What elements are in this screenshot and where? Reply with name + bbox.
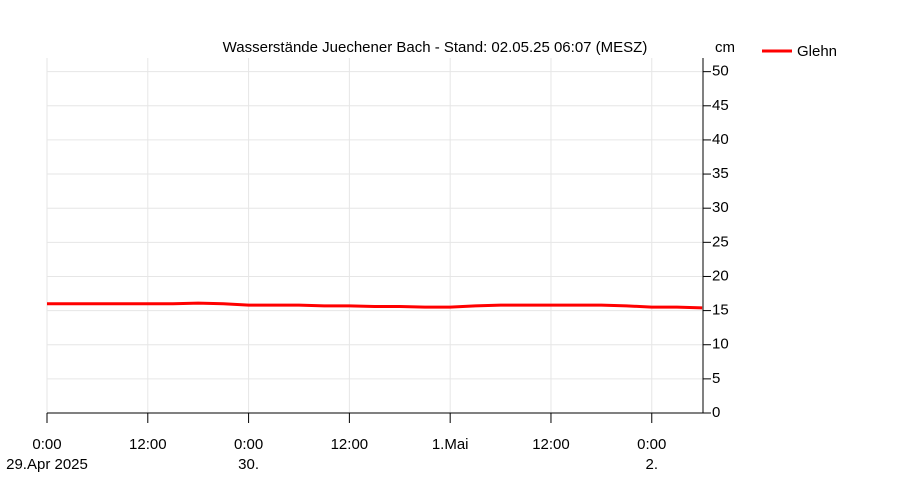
y-tick-label: 35 bbox=[712, 165, 729, 182]
chart-title: Wasserstände Juechener Bach - Stand: 02.… bbox=[223, 39, 648, 56]
x-tick-label: 12:00 bbox=[129, 436, 167, 453]
y-tick-label: 50 bbox=[712, 63, 729, 80]
y-tick-label: 15 bbox=[712, 302, 729, 319]
x-tick-label: 0:00 bbox=[637, 436, 666, 453]
x-tick-label: 12:00 bbox=[532, 436, 570, 453]
x-tick-label: 0:00 bbox=[32, 436, 61, 453]
y-tick-label: 10 bbox=[712, 336, 729, 353]
x-tick-sublabel: 29.Apr 2025 bbox=[6, 456, 88, 473]
y-tick-label: 5 bbox=[712, 370, 720, 387]
y-tick-label: 20 bbox=[712, 267, 729, 284]
y-tick-label: 30 bbox=[712, 199, 729, 216]
y-unit: cm bbox=[715, 39, 735, 56]
x-tick-sublabel: 2. bbox=[646, 456, 659, 473]
y-tick-label: 25 bbox=[712, 233, 729, 250]
data-line bbox=[47, 301, 703, 310]
x-tick-label: 1.Mai bbox=[432, 436, 469, 453]
y-tick-label: 45 bbox=[712, 97, 729, 114]
legend-label: Glehn bbox=[797, 43, 837, 60]
x-tick-label: 12:00 bbox=[331, 436, 369, 453]
y-tick-label: 0 bbox=[712, 404, 720, 421]
x-tick-label: 0:00 bbox=[234, 436, 263, 453]
y-tick-label: 40 bbox=[712, 131, 729, 148]
x-tick-sublabel: 30. bbox=[238, 456, 259, 473]
